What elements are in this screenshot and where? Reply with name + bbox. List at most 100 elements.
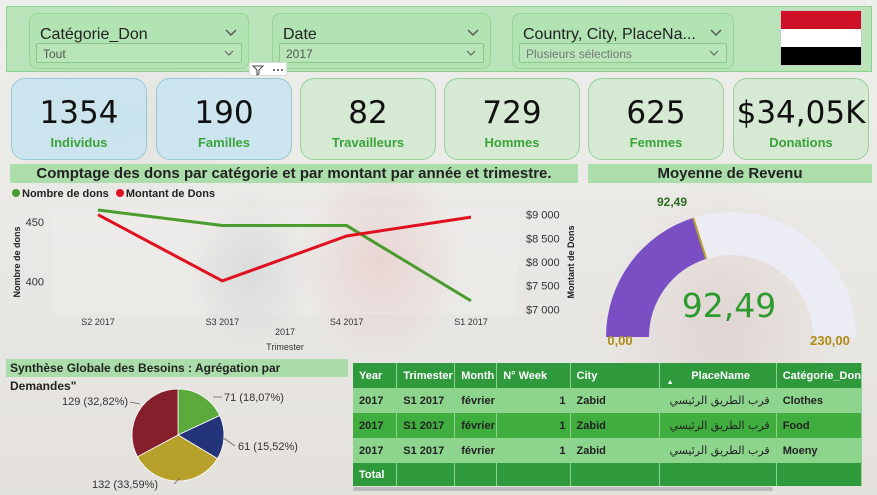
cell-city: Zabid bbox=[570, 438, 660, 463]
slicer-dropdown[interactable]: Plusieurs sélections bbox=[519, 43, 727, 63]
y-right-tick-label: $8 000 bbox=[526, 257, 560, 269]
legend-item[interactable]: Nombre de dons bbox=[12, 188, 109, 200]
kpi-individus: 1354 Individus bbox=[11, 78, 147, 160]
slicer-title: Country, City, PlaceNa... bbox=[523, 26, 696, 43]
cell-trimester: S1 2017 bbox=[396, 388, 456, 413]
chevron-down-icon[interactable] bbox=[465, 47, 477, 59]
kpi-value: 1354 bbox=[39, 95, 119, 131]
slicer-categorie[interactable]: Catégorie_Don Tout bbox=[29, 13, 249, 69]
table-row[interactable]: 2017 S1 2017 février 1 Zabid قرب الطريق … bbox=[353, 413, 863, 438]
legend-label: Montant de Dons bbox=[125, 188, 216, 200]
kpi-hommes: 729 Hommes bbox=[444, 78, 580, 160]
flag-stripe-red bbox=[781, 11, 861, 29]
legend-item[interactable]: Montant de Dons bbox=[115, 188, 216, 200]
column-label: City bbox=[576, 369, 598, 382]
series-line[interactable] bbox=[97, 213, 472, 283]
chevron-down-icon[interactable] bbox=[224, 26, 238, 40]
slicer-bar: Catégorie_Don Tout Date 2017 Country, Ci… bbox=[6, 6, 872, 72]
yemen-flag bbox=[780, 10, 862, 66]
slicer-dropdown[interactable]: Tout bbox=[36, 43, 242, 63]
cell-empty bbox=[776, 463, 863, 486]
cell-city: Zabid bbox=[570, 388, 660, 413]
column-header-categorie[interactable]: Catégorie_Don bbox=[776, 363, 863, 388]
cell-categorie: Clothes bbox=[776, 388, 863, 413]
flag-stripe-black bbox=[781, 46, 861, 65]
cell-month: février bbox=[454, 438, 498, 463]
horizontal-scrollbar[interactable] bbox=[353, 487, 773, 491]
sort-ascending-icon: ▲ bbox=[666, 379, 674, 386]
cell-empty bbox=[659, 463, 777, 486]
cell-empty bbox=[454, 463, 498, 486]
slicer-value: Plusieurs sélections bbox=[526, 47, 633, 61]
column-header-city[interactable]: City bbox=[570, 363, 660, 388]
kpi-familles: 190 Familles bbox=[156, 78, 292, 160]
cell-year: 2017 bbox=[353, 438, 398, 463]
table-row[interactable]: 2017 S1 2017 février 1 Zabid قرب الطريق … bbox=[353, 438, 863, 463]
chevron-down-icon[interactable] bbox=[223, 47, 235, 59]
pie-chart-title: Synthèse Globale des Besoins : Agrégatio… bbox=[6, 359, 348, 393]
gauge-needle bbox=[692, 217, 708, 260]
cell-placename: قرب الطريق الرئيسي bbox=[659, 438, 777, 463]
cell-year: 2017 bbox=[353, 413, 398, 438]
slicer-title: Catégorie_Don bbox=[40, 26, 148, 43]
cell-placename: قرب الطريق الرئيسي bbox=[659, 413, 777, 438]
kpi-label: Individus bbox=[50, 135, 108, 150]
y-left-tick-label: 450 bbox=[26, 217, 44, 229]
filter-icon[interactable] bbox=[250, 63, 288, 77]
column-header-week[interactable]: N° Week bbox=[496, 363, 571, 388]
kpi-value: 625 bbox=[626, 95, 686, 131]
y-left-tick-label: 400 bbox=[26, 277, 44, 289]
table-total-row: Total bbox=[353, 463, 863, 486]
chevron-down-icon[interactable] bbox=[708, 47, 720, 59]
cell-total-label: Total bbox=[353, 463, 398, 486]
y-left-axis-title: Nombre de dons bbox=[12, 226, 22, 297]
x-tick-label: S2 2017 bbox=[81, 317, 115, 327]
cell-month: février bbox=[454, 413, 498, 438]
slicer-date[interactable]: Date 2017 bbox=[272, 13, 491, 69]
slicer-title: Date bbox=[283, 26, 317, 43]
series-line[interactable] bbox=[97, 208, 472, 303]
gauge-fill bbox=[606, 217, 707, 337]
slicer-location[interactable]: Country, City, PlaceNa... Plusieurs séle… bbox=[512, 13, 734, 69]
line-chart: Nombre de dons Montant de Dons 2017 Trim… bbox=[12, 208, 576, 352]
pie-chart: 71 (18,07%) 61 (15,52%) 132 (33,59%) 129… bbox=[62, 388, 298, 491]
y-right-tick-label: $7 500 bbox=[526, 281, 560, 293]
cell-empty bbox=[570, 463, 660, 486]
cell-week: 1 bbox=[496, 438, 571, 463]
leader-line bbox=[221, 436, 236, 447]
pie-slice[interactable] bbox=[177, 388, 221, 436]
kpi-label: Familles bbox=[197, 135, 251, 150]
kpi-travailleurs: 82 Travailleurs bbox=[300, 78, 436, 160]
x-axis-year: 2017 bbox=[275, 327, 295, 337]
column-label: PlaceName bbox=[691, 369, 751, 382]
chevron-down-icon[interactable] bbox=[466, 26, 480, 40]
column-header-month[interactable]: Month bbox=[454, 363, 498, 388]
pie-slice[interactable] bbox=[131, 388, 179, 458]
line-chart-title: Comptage des dons par catégorie et par m… bbox=[10, 164, 578, 183]
column-header-trimester[interactable]: Trimester bbox=[396, 363, 456, 388]
y-right-axis-title: Montant de Dons bbox=[566, 226, 576, 299]
column-header-placename[interactable]: PlaceName ▲ bbox=[659, 363, 777, 388]
legend-dot bbox=[115, 189, 124, 197]
y-right-tick-label: $8 500 bbox=[526, 233, 560, 245]
slicer-dropdown[interactable]: 2017 bbox=[279, 43, 484, 63]
kpi-value: 82 bbox=[348, 95, 388, 131]
visual-header[interactable] bbox=[249, 62, 287, 76]
pie-label: 132 (33,59%) bbox=[92, 479, 158, 491]
flag-stripe-white bbox=[781, 28, 861, 47]
pie-label: 129 (32,82%) bbox=[62, 396, 128, 408]
cell-placename: قرب الطريق الرئيسي bbox=[659, 388, 777, 413]
x-tick-label: S1 2017 bbox=[454, 317, 488, 327]
gauge-chart: 92,49 92,49 0,00 230,00 bbox=[606, 195, 856, 348]
kpi-label: Hommes bbox=[484, 135, 540, 150]
kpi-value: 729 bbox=[482, 95, 542, 131]
y-right-tick-label: $9 000 bbox=[526, 210, 560, 222]
column-header-year[interactable]: Year bbox=[353, 363, 398, 388]
pie-label: 71 (18,07%) bbox=[224, 392, 284, 404]
table-row[interactable]: 2017 S1 2017 février 1 Zabid قرب الطريق … bbox=[353, 388, 863, 413]
cell-week: 1 bbox=[496, 388, 571, 413]
kpi-label: Travailleurs bbox=[331, 135, 405, 150]
gauge-max-label: 230,00 bbox=[810, 333, 850, 348]
chevron-down-icon[interactable] bbox=[709, 26, 723, 40]
gauge-value-label: 92,49 bbox=[682, 286, 776, 325]
